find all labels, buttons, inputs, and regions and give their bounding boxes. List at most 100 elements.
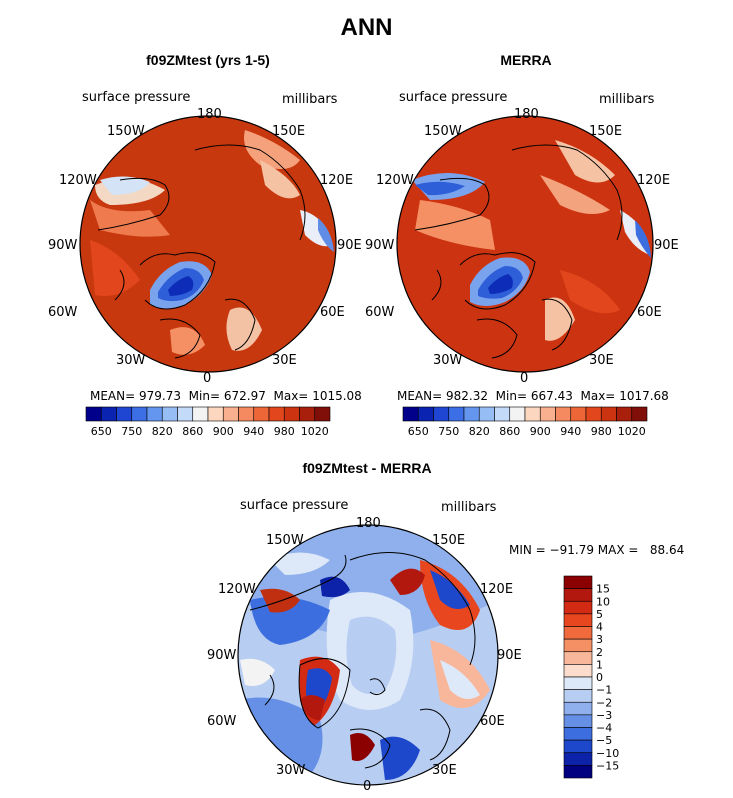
- obs-colorbar-swatch: [417, 406, 434, 422]
- model-colorbar-swatch: [314, 406, 331, 422]
- diff-colorbar-tick-label: −3: [596, 709, 612, 722]
- model-lon-120w: 120W: [59, 173, 97, 188]
- obs-lon-60w: 60W: [365, 305, 395, 320]
- model-lon-120e: 120E: [320, 173, 354, 188]
- model-lon-180: 180: [197, 107, 222, 122]
- obs-min-label: Min=: [495, 389, 528, 403]
- obs-mean-value: 982.32: [446, 389, 489, 403]
- model-colorbar-swatch: [253, 406, 270, 422]
- model-stats: MEAN= 979.73 Min= 672.97 Max= 1015.08: [90, 389, 362, 403]
- model-lon-60e: 60E: [320, 305, 345, 320]
- obs-colorbar-swatch: [448, 406, 465, 422]
- diff-colorbar-swatch: [563, 626, 593, 640]
- model-colorbar-swatch: [268, 406, 285, 422]
- diff-lon-90e: 90E: [497, 648, 522, 663]
- diff-colorbar-tick-label: −4: [596, 722, 612, 735]
- model-colorbar-swatch: [177, 406, 194, 422]
- diff-panel-title: f09ZMtest - MERRA: [302, 460, 432, 476]
- diff-lon-60e: 60E: [480, 714, 505, 729]
- diff-polar-map: [237, 524, 499, 786]
- diff-colorbar-swatch: [563, 613, 593, 627]
- model-max-value: 1015.08: [312, 389, 362, 403]
- obs-panel-title: MERRA: [500, 52, 552, 68]
- diff-units-label: millibars: [441, 500, 497, 515]
- obs-colorbar-swatch: [524, 406, 541, 422]
- diff-lon-150e: 150E: [432, 533, 466, 548]
- obs-lon-150w: 150W: [424, 124, 462, 139]
- obs-units-label: millibars: [599, 92, 655, 107]
- obs-colorbar-swatch: [463, 406, 480, 422]
- diff-lon-150w: 150W: [266, 533, 304, 548]
- model-colorbar: 650 750 820 860 900 940 980 1020: [85, 406, 331, 438]
- model-lon-90w: 90W: [48, 238, 78, 253]
- diff-colorbar-tick-label: 1: [596, 658, 603, 671]
- obs-lon-60e: 60E: [637, 305, 662, 320]
- model-colorbar-tick-label: 980: [274, 425, 295, 438]
- model-colorbar-tick-label: 650: [91, 425, 112, 438]
- obs-colorbar-swatch: [555, 406, 572, 422]
- model-colorbar-swatch: [100, 406, 117, 422]
- obs-colorbar-tick-label: 1020: [618, 425, 646, 438]
- obs-colorbar-tick-label: 940: [560, 425, 581, 438]
- obs-colorbar-swatch: [570, 406, 587, 422]
- diff-stats: MIN = −91.79 MAX = 88.64: [509, 543, 685, 557]
- diff-colorbar-tick-label: 2: [596, 646, 603, 659]
- obs-lon-120e: 120E: [637, 173, 671, 188]
- model-panel-title: f09ZMtest (yrs 1-5): [146, 52, 270, 68]
- obs-colorbar-tick-label: 900: [530, 425, 551, 438]
- model-lon-150e: 150E: [272, 124, 306, 139]
- model-colorbar-tick-label: 900: [213, 425, 234, 438]
- model-colorbar-swatch: [238, 406, 255, 422]
- obs-colorbar-swatch: [585, 406, 602, 422]
- diff-colorbar-swatch: [563, 676, 593, 690]
- obs-colorbar-swatch: [509, 406, 526, 422]
- obs-colorbar-tick-label: 650: [408, 425, 429, 438]
- diff-lon-30e: 30E: [432, 763, 457, 778]
- obs-lon-30w: 30W: [433, 353, 463, 368]
- obs-colorbar-swatch: [631, 406, 648, 422]
- model-colorbar-tick-label: 750: [121, 425, 142, 438]
- model-colorbar-swatch: [222, 406, 239, 422]
- model-colorbar-swatch: [207, 406, 224, 422]
- model-lon-90e: 90E: [337, 238, 362, 253]
- diff-variable-label: surface pressure: [240, 498, 349, 513]
- model-mean-label: MEAN=: [90, 389, 136, 403]
- model-colorbar-swatch: [299, 406, 316, 422]
- diff-colorbar-tick-label: 0: [596, 671, 603, 684]
- model-colorbar-tick-label: 860: [182, 425, 203, 438]
- obs-colorbar-tick-label: 750: [438, 425, 459, 438]
- obs-colorbar-swatch: [600, 406, 617, 422]
- model-polar-map: [79, 115, 337, 373]
- obs-colorbar-swatch: [478, 406, 495, 422]
- diff-colorbar-swatch: [563, 765, 593, 779]
- obs-colorbar-swatch: [616, 406, 633, 422]
- diff-colorbar-swatch: [563, 575, 593, 589]
- obs-min-value: 667.43: [530, 389, 573, 403]
- obs-colorbar-swatch: [402, 406, 419, 422]
- obs-colorbar-tick-label: 980: [591, 425, 612, 438]
- model-max-label: Max=: [273, 389, 309, 403]
- diff-colorbar-tick-label: 15: [596, 583, 610, 596]
- diff-colorbar-swatch: [563, 600, 593, 615]
- obs-lon-30e: 30E: [589, 353, 614, 368]
- obs-colorbar-tick-label: 860: [499, 425, 520, 438]
- obs-lon-150e: 150E: [589, 124, 623, 139]
- obs-mean-label: MEAN=: [397, 389, 443, 403]
- model-units-label: millibars: [282, 92, 338, 107]
- model-colorbar-swatch: [283, 406, 300, 422]
- model-lon-60w: 60W: [48, 305, 78, 320]
- diff-colorbar-swatch: [563, 651, 593, 665]
- diff-lon-90w: 90W: [207, 648, 237, 663]
- obs-colorbar: 650 750 820 860 900 940 980 1020: [402, 406, 648, 438]
- diff-lon-120e: 120E: [480, 582, 514, 597]
- diff-lon-30w: 30W: [276, 763, 306, 778]
- model-min-label: Min=: [188, 389, 221, 403]
- diff-colorbar-swatch: [563, 588, 593, 602]
- model-lon-0: 0: [203, 371, 212, 386]
- obs-stats: MEAN= 982.32 Min= 667.43 Max= 1017.68: [397, 389, 669, 403]
- diff-colorbar-swatch: [563, 689, 593, 703]
- diff-colorbar-swatch: [563, 664, 593, 678]
- model-min-value: 672.97: [223, 389, 266, 403]
